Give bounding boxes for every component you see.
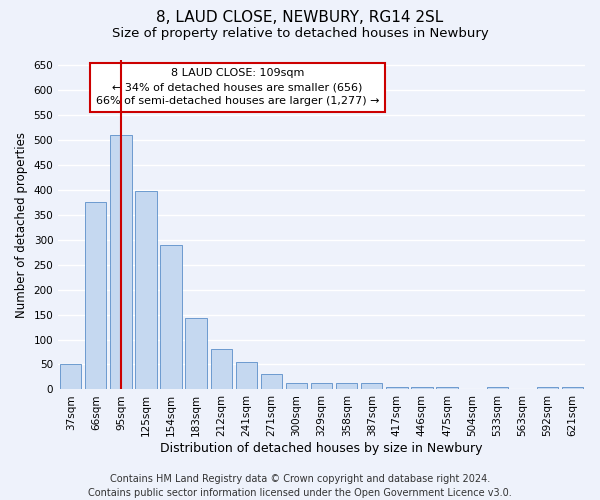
Bar [361, 384, 382, 390]
Bar [386, 387, 407, 390]
Bar [236, 362, 257, 390]
Bar [436, 387, 458, 390]
Bar [60, 364, 82, 390]
Bar [311, 384, 332, 390]
Text: Size of property relative to detached houses in Newbury: Size of property relative to detached ho… [112, 28, 488, 40]
Bar [261, 374, 282, 390]
Bar [160, 244, 182, 390]
Bar [85, 202, 106, 390]
Bar [537, 387, 558, 390]
Bar [487, 387, 508, 390]
Text: 8 LAUD CLOSE: 109sqm
← 34% of detached houses are smaller (656)
66% of semi-deta: 8 LAUD CLOSE: 109sqm ← 34% of detached h… [95, 68, 379, 106]
Y-axis label: Number of detached properties: Number of detached properties [15, 132, 28, 318]
Bar [136, 191, 157, 390]
Bar [286, 384, 307, 390]
Bar [562, 387, 583, 390]
Bar [185, 318, 207, 390]
Text: Contains HM Land Registry data © Crown copyright and database right 2024.
Contai: Contains HM Land Registry data © Crown c… [88, 474, 512, 498]
Bar [336, 384, 358, 390]
X-axis label: Distribution of detached houses by size in Newbury: Distribution of detached houses by size … [160, 442, 483, 455]
Bar [411, 387, 433, 390]
Text: 8, LAUD CLOSE, NEWBURY, RG14 2SL: 8, LAUD CLOSE, NEWBURY, RG14 2SL [157, 10, 443, 25]
Bar [110, 135, 131, 390]
Bar [211, 348, 232, 390]
